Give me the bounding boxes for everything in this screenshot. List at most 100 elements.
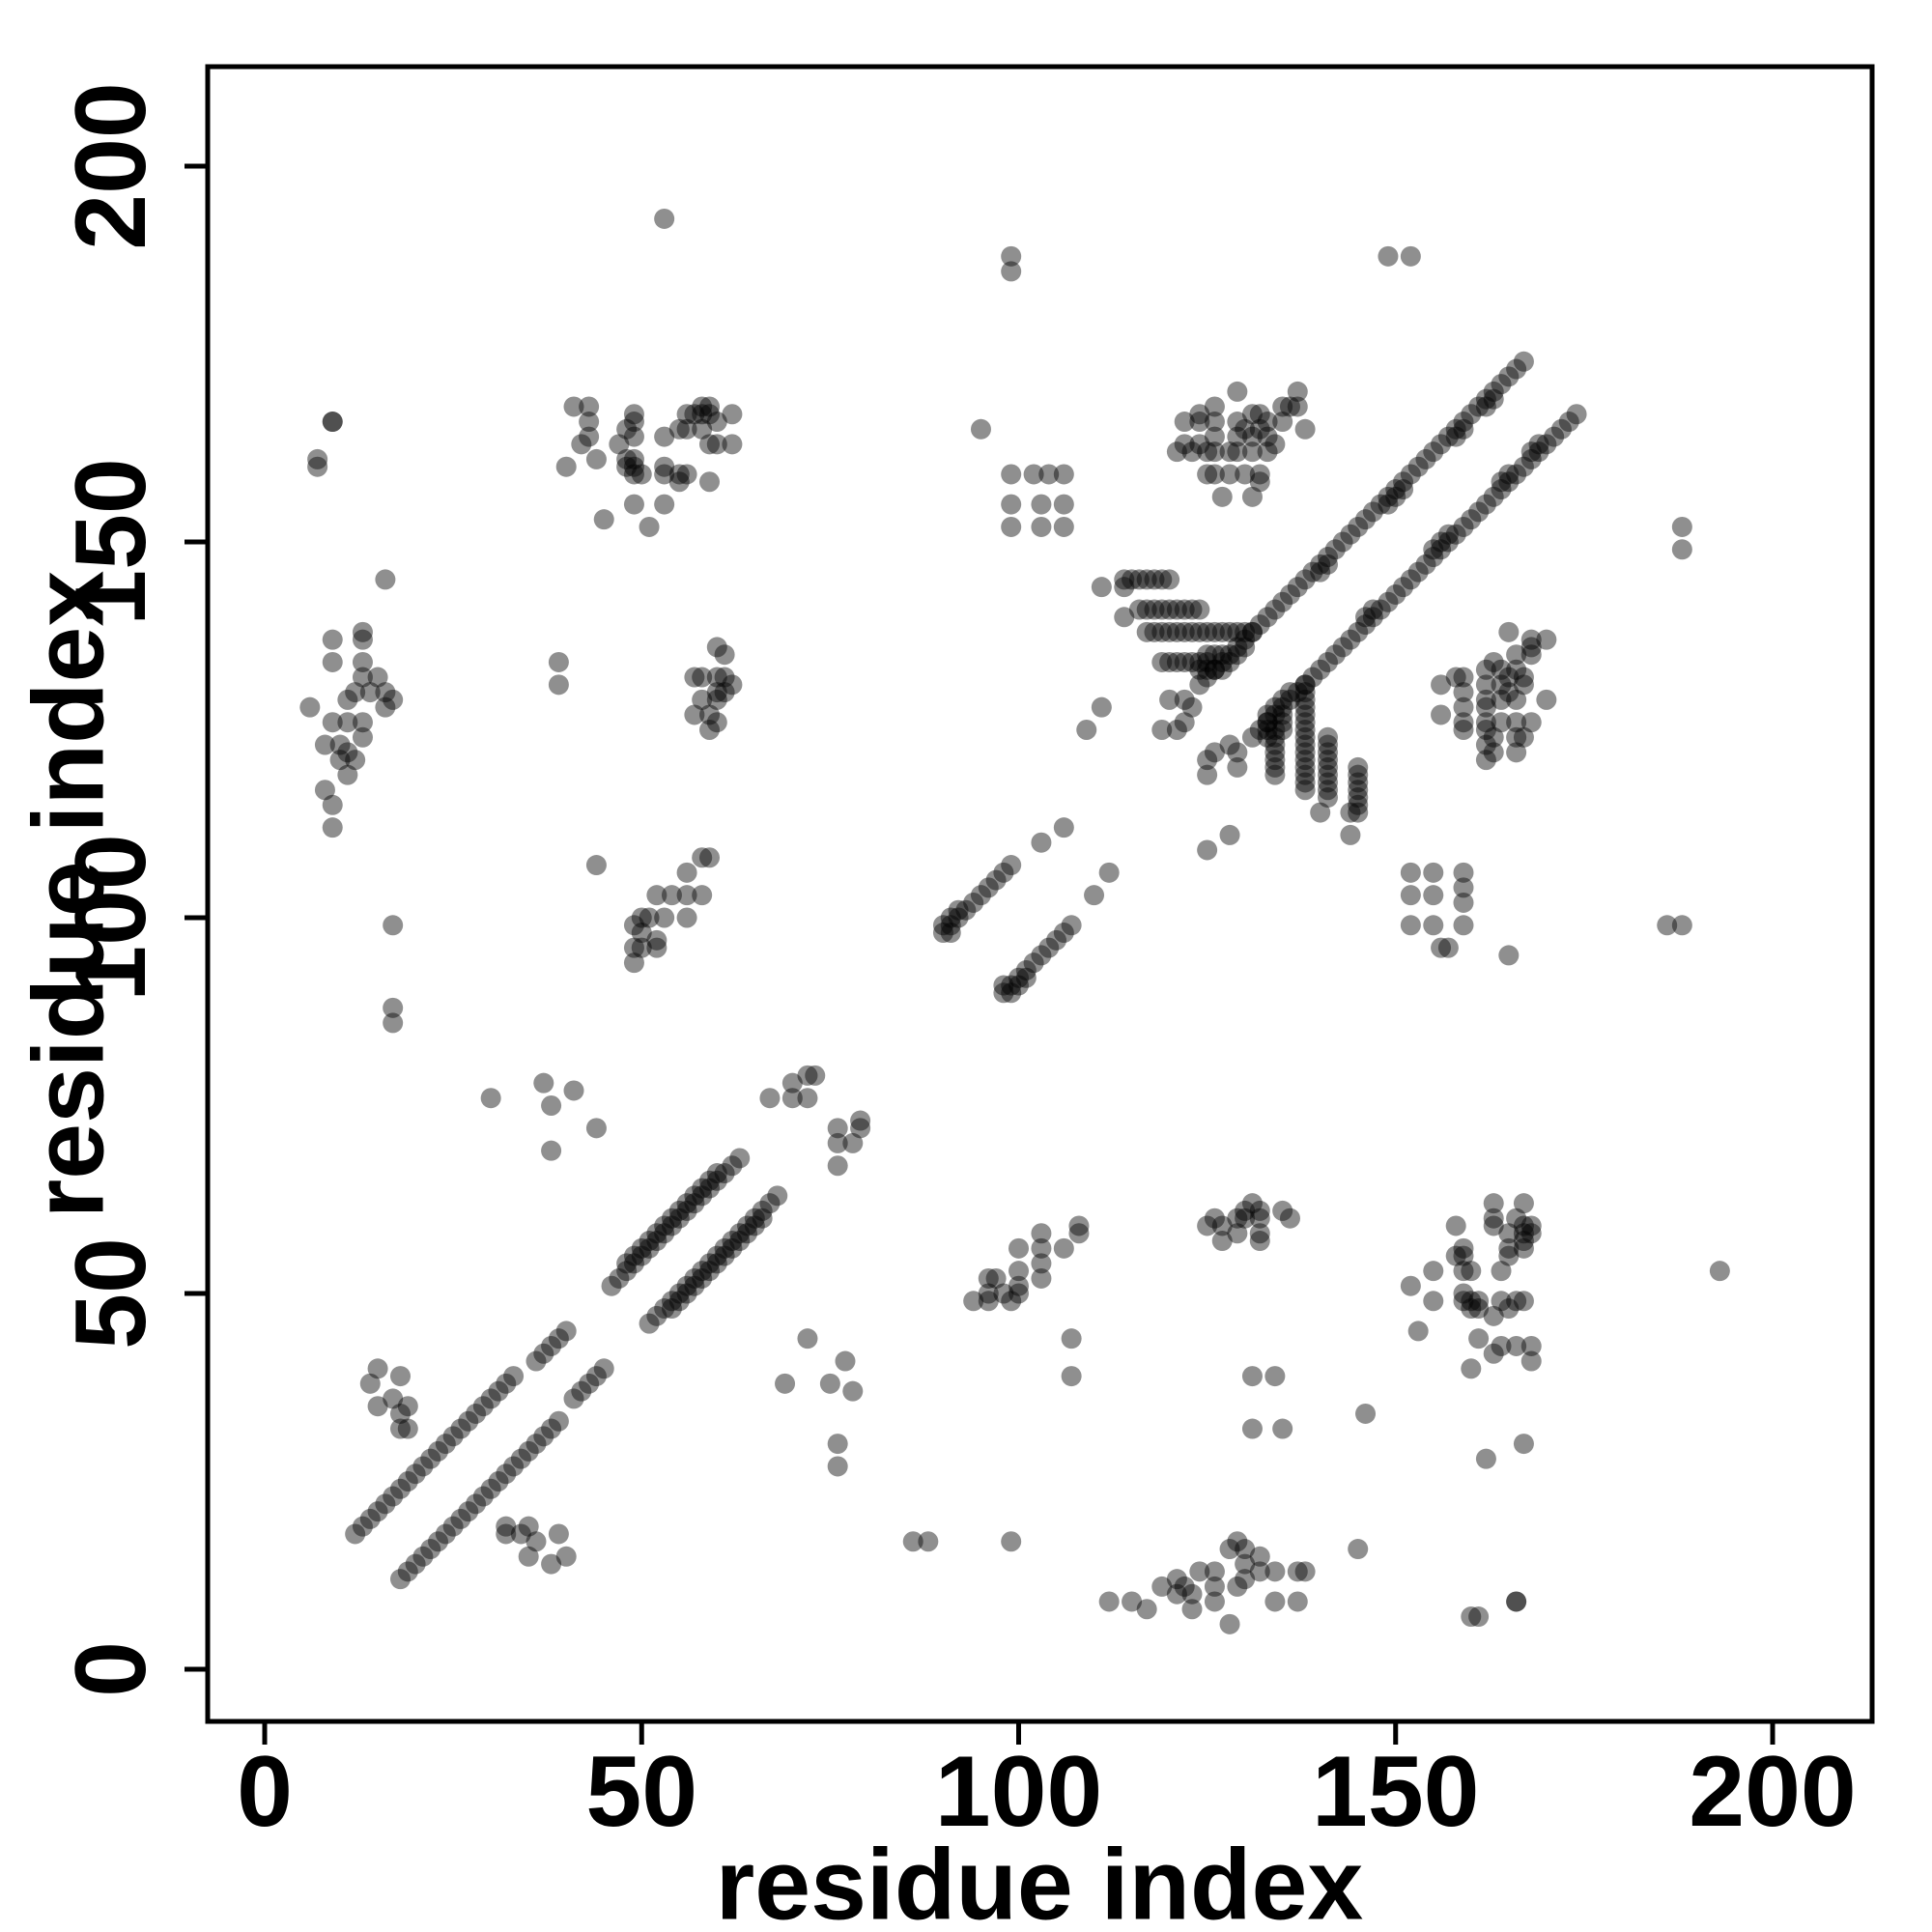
data-point [496, 1516, 517, 1537]
data-point [1181, 651, 1203, 672]
data-point [1348, 764, 1369, 785]
data-point [1249, 471, 1270, 493]
data-point [706, 637, 727, 658]
data-point [1227, 1576, 1248, 1597]
data-point [1506, 1291, 1527, 1312]
data-point [1294, 780, 1316, 801]
data-point [623, 456, 644, 477]
data-point [1445, 418, 1466, 440]
data-point [1001, 1531, 1022, 1552]
data-point [1475, 696, 1496, 718]
data-point [1015, 959, 1037, 980]
data-point [1671, 516, 1692, 537]
data-point [1189, 599, 1210, 620]
data-point [1219, 441, 1240, 463]
data-point [389, 1569, 411, 1590]
data-point [322, 412, 343, 433]
data-point [458, 1410, 479, 1432]
data-point [1009, 967, 1029, 988]
data-point [744, 1208, 765, 1229]
data-point [1332, 531, 1353, 553]
data-point [646, 929, 668, 951]
data-point [1181, 696, 1203, 718]
data-point [918, 1531, 939, 1552]
data-point [1031, 516, 1052, 537]
data-point [692, 1267, 713, 1289]
data-point [850, 1118, 871, 1139]
data-point [1423, 1261, 1444, 1282]
data-point [684, 1275, 705, 1296]
data-point [1513, 674, 1534, 696]
data-point [1475, 659, 1496, 680]
data-point [661, 1215, 682, 1236]
data-point [1264, 734, 1286, 755]
data-point [1483, 742, 1504, 763]
data-point [1204, 1208, 1225, 1229]
data-point [661, 885, 682, 906]
data-point [1159, 689, 1180, 710]
data-point [1453, 667, 1474, 688]
data-point [1348, 1539, 1369, 1560]
data-point [1204, 1591, 1225, 1612]
data-point [1009, 1237, 1029, 1259]
data-point [797, 1088, 818, 1109]
data-point [970, 885, 991, 906]
data-point [1249, 1231, 1270, 1252]
data-point [1302, 561, 1323, 582]
y-tick-label: 0 [55, 1641, 167, 1697]
data-point [1091, 577, 1112, 598]
data-point [1241, 621, 1263, 642]
data-point [781, 1088, 803, 1109]
data-point [1491, 374, 1512, 395]
data-point [1114, 577, 1135, 598]
data-point [1249, 720, 1270, 740]
data-point [496, 1463, 517, 1485]
data-point [1318, 734, 1339, 755]
data-point [548, 1328, 569, 1350]
data-point [1423, 1291, 1444, 1312]
data-point [1294, 750, 1316, 771]
data-point [397, 1396, 418, 1417]
data-point [1151, 569, 1173, 590]
data-point [1211, 1231, 1233, 1252]
data-point [1189, 651, 1210, 672]
data-point [1498, 1223, 1520, 1244]
plot-box [205, 64, 1875, 1724]
data-point [955, 899, 977, 921]
data-point [1513, 1223, 1534, 1244]
data-point [329, 750, 351, 771]
data-point [661, 1291, 682, 1312]
data-point [1227, 1208, 1248, 1229]
data-point [692, 396, 713, 417]
data-point [1437, 524, 1459, 545]
data-point [706, 1163, 727, 1184]
data-point [963, 892, 984, 913]
data-point [1453, 418, 1474, 440]
data-point [1227, 621, 1248, 642]
data-point [1166, 1569, 1187, 1590]
data-point [1001, 516, 1022, 537]
data-point [940, 923, 961, 944]
data-point [1506, 1335, 1527, 1356]
data-point [383, 1388, 404, 1409]
data-point [389, 1418, 411, 1439]
data-point [322, 794, 343, 815]
data-point [1294, 742, 1316, 763]
data-point [722, 674, 743, 696]
data-point [1264, 756, 1286, 778]
data-point [345, 1523, 366, 1545]
data-point [1520, 712, 1542, 733]
data-point [359, 682, 381, 703]
data-point [668, 418, 690, 440]
data-point [1227, 381, 1248, 402]
data-point [450, 1508, 471, 1529]
data-point [1318, 772, 1339, 793]
data-point [729, 1223, 751, 1244]
data-point [1400, 245, 1421, 267]
data-point [1385, 479, 1406, 500]
data-point [1181, 599, 1203, 620]
data-point [322, 629, 343, 650]
data-point [1468, 396, 1490, 417]
data-point [299, 696, 321, 718]
